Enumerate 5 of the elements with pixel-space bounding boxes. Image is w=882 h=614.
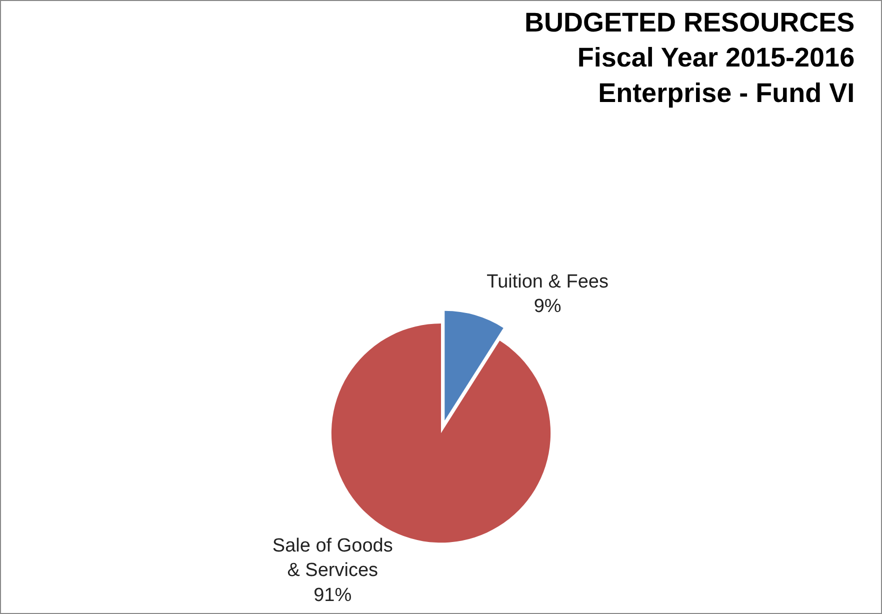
data-label: 9% xyxy=(534,296,562,318)
data-label: 91% xyxy=(314,584,352,606)
slice-label: Sale of Goods & Services xyxy=(272,536,393,582)
slice-label: Tuition & Fees xyxy=(486,271,608,292)
text: BUDGETED RESOURCES Fiscal Year 2015-2016 Enterprise - Fund VI xyxy=(524,8,855,108)
